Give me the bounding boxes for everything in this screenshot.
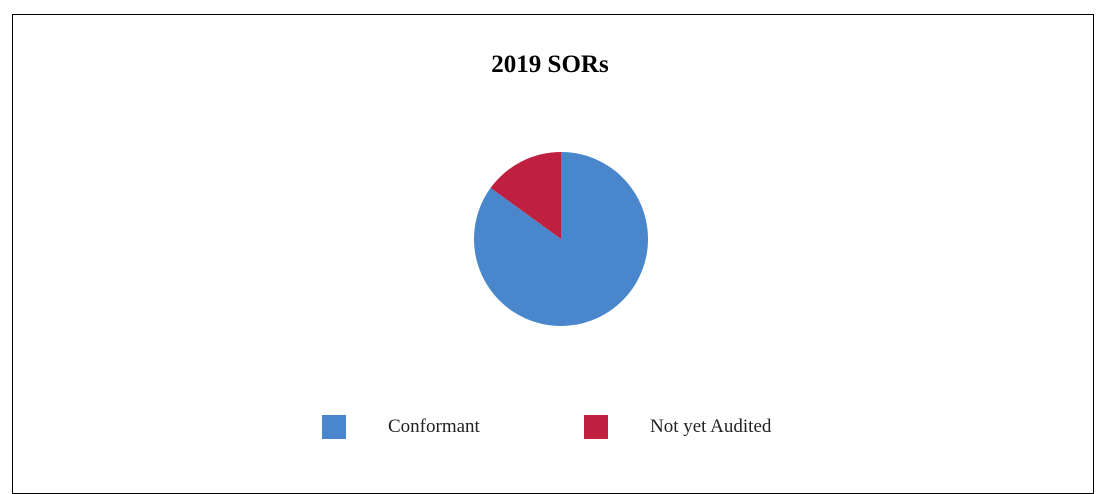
legend-label-conformant: Conformant (388, 416, 480, 437)
pie-group (473, 152, 648, 326)
legend-item-conformant: Conformant (322, 414, 480, 440)
chart-title: 2019 SORs (491, 51, 609, 78)
legend-label-not-yet-audited: Not yet Audited (650, 416, 772, 437)
legend-item-not-yet-audited: Not yet Audited (584, 414, 771, 440)
legend-swatch-not-yet-audited (584, 415, 608, 439)
legend-swatch-conformant (322, 415, 346, 439)
pie-slice-not-yet-audited (490, 152, 561, 239)
legend: Conformant Not yet Audited (0, 414, 1100, 440)
